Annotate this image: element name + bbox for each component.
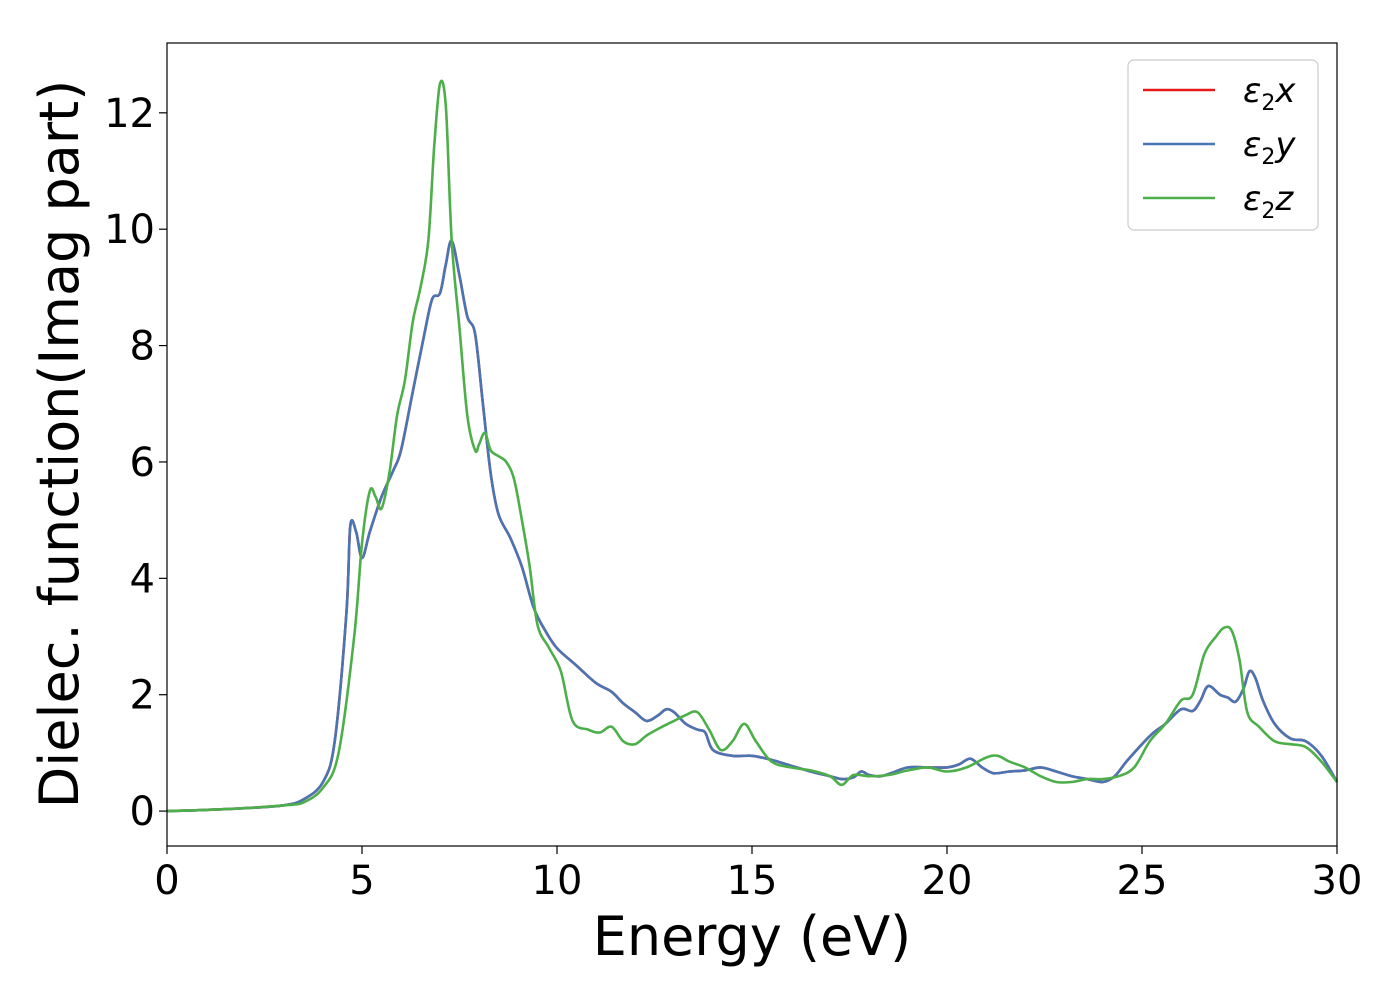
y-tick-label: 0 (130, 789, 155, 835)
y-axis: 0 2 4 6 8 10 12 (104, 91, 167, 835)
y-tick-label: 6 (130, 440, 155, 486)
x-tick-label: 5 (349, 858, 374, 904)
y-axis-title: Dielec. function(Imag part) (28, 80, 91, 809)
series-line-y (166, 239, 1339, 813)
legend: ε2x ε2y ε2z (1127, 59, 1319, 231)
series-layer (166, 79, 1339, 813)
x-tick-label: 15 (727, 858, 778, 904)
y-tick-label: 10 (104, 207, 155, 253)
legend-label-x: ε2x (1243, 71, 1296, 116)
x-tick-label: 0 (154, 858, 179, 904)
x-tick-label: 30 (1312, 858, 1363, 904)
series-line-z (166, 79, 1339, 813)
legend-box (1127, 59, 1319, 231)
legend-label-y: ε2y (1243, 125, 1296, 170)
x-axis-title: Energy (eV) (593, 905, 912, 968)
y-tick-label: 4 (130, 556, 155, 602)
y-tick-label: 2 (130, 673, 155, 719)
x-tick-label: 25 (1117, 858, 1168, 904)
x-tick-label: 20 (922, 858, 973, 904)
y-tick-label: 8 (130, 324, 155, 370)
x-tick-label: 10 (532, 858, 583, 904)
legend-label-z: ε2z (1243, 179, 1294, 224)
y-tick-label: 12 (104, 91, 155, 137)
legend-entries: ε2x ε2y ε2z (1143, 71, 1296, 224)
x-axis: 0 5 10 15 20 25 30 (154, 846, 1362, 904)
